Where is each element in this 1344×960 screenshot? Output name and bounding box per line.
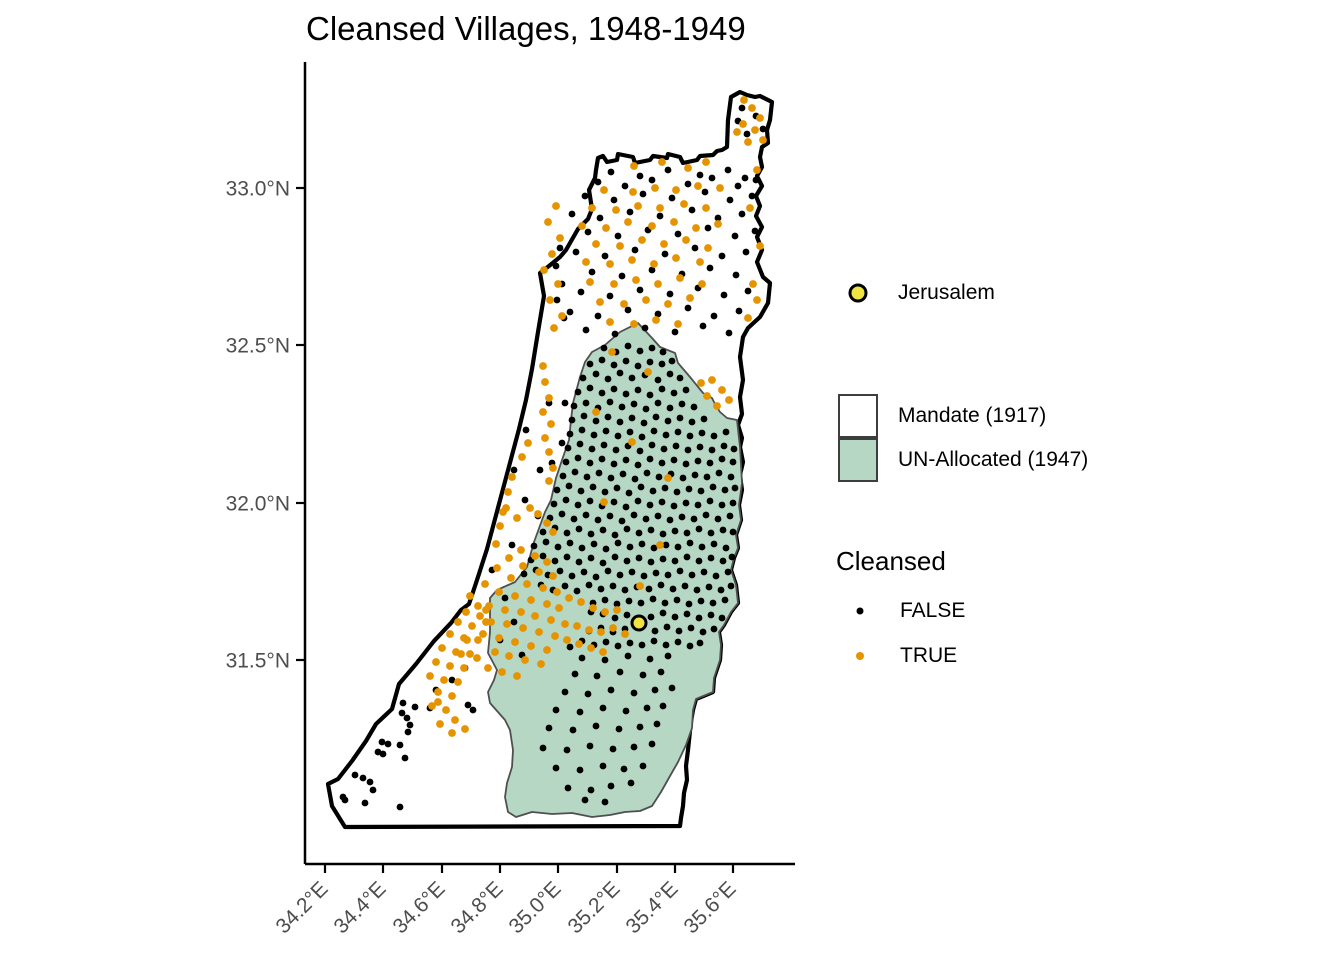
y-tick-label: 31.5°N [226, 650, 290, 673]
legend-item-jerusalem: Jerusalem [840, 277, 995, 309]
jerusalem-marker [630, 614, 648, 632]
x-tick-label: 34.6°E [389, 877, 450, 938]
x-axis: 34.2°E34.4°E34.6°E34.8°E35.0°E35.2°E35.4… [272, 862, 795, 938]
y-axis: 33.0°N 32.5°N 32.0°N 31.5°N [226, 62, 307, 864]
y-tick-label: 32.5°N [226, 335, 290, 358]
legend-jerusalem-label: Jerusalem [898, 281, 995, 304]
legend-true-label: TRUE [900, 644, 958, 667]
village-dots-false [339, 104, 767, 811]
un-allocated-swatch-icon [838, 438, 878, 482]
x-tick-label: 35.4°E [622, 877, 683, 938]
false-dot-icon [856, 607, 864, 615]
legend-un-allocated-label: UN-Allocated (1947) [898, 448, 1089, 471]
x-tick-label: 35.2°E [564, 877, 625, 938]
page-title: Cleansed Villages, 1948-1949 [306, 10, 746, 47]
legend-item-un-allocated: UN-Allocated (1947) [838, 438, 1088, 482]
x-tick-label: 35.0°E [505, 877, 566, 938]
x-tick-label: 34.2°E [272, 877, 333, 938]
true-dot-icon [856, 652, 864, 660]
village-dots-true [426, 96, 767, 737]
x-tick-label: 34.4°E [330, 877, 391, 938]
legend-item-mandate: Mandate (1917) [838, 394, 1088, 438]
y-tick-label: 33.0°N [226, 178, 290, 201]
y-tick-label: 32.0°N [226, 493, 290, 516]
legend-false-label: FALSE [900, 599, 966, 622]
legend-fills: Mandate (1917) UN-Allocated (1947) [838, 394, 1088, 482]
legend-item-false: FALSE [842, 596, 965, 626]
x-tick-label: 35.6°E [680, 877, 741, 938]
jerusalem-key-icon [848, 283, 868, 303]
legend-mandate-label: Mandate (1917) [898, 404, 1047, 427]
legend-cleansed-title: Cleansed [836, 546, 946, 576]
mandate-swatch-icon [838, 394, 878, 438]
legend-item-true: TRUE [842, 641, 957, 671]
x-tick-label: 34.8°E [447, 877, 508, 938]
